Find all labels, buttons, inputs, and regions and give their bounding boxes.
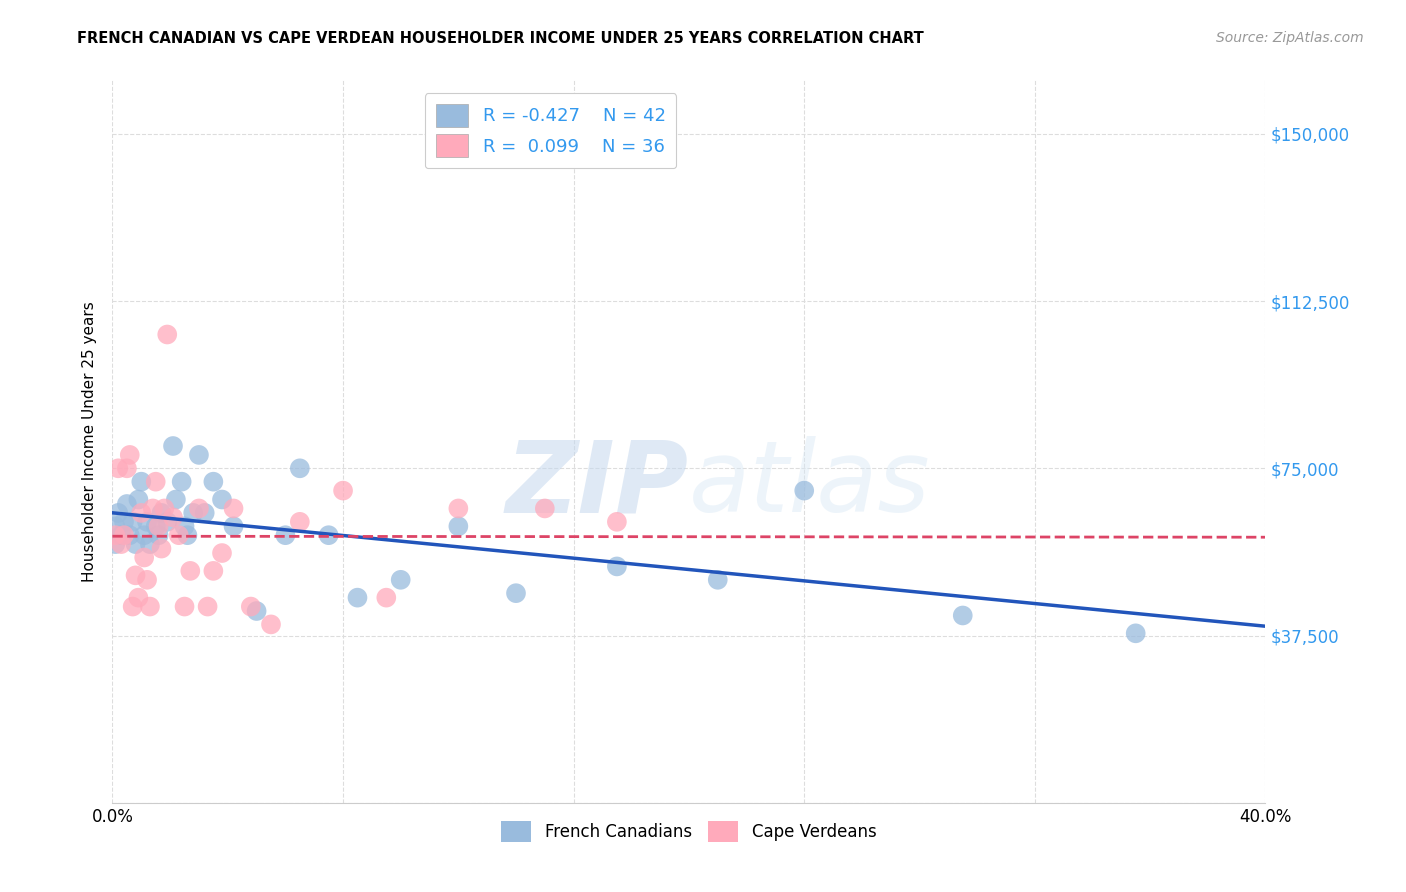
Point <box>110 528 132 542</box>
Point <box>375 591 398 605</box>
Text: ZIP: ZIP <box>506 436 689 533</box>
Point <box>148 519 170 533</box>
Point <box>167 528 190 542</box>
Point <box>222 519 245 533</box>
Point <box>150 506 173 520</box>
Point <box>274 528 297 542</box>
Point <box>142 501 165 516</box>
Point <box>148 528 170 542</box>
Point <box>222 501 245 516</box>
Point <box>179 564 201 578</box>
Point <box>194 506 217 520</box>
Point <box>173 519 195 533</box>
Point <box>136 573 159 587</box>
Point <box>124 568 146 582</box>
Point <box>129 475 153 489</box>
Point <box>165 492 187 507</box>
Point <box>447 501 470 516</box>
Point <box>118 448 141 462</box>
Point <box>139 599 162 614</box>
Point <box>534 501 557 516</box>
Point <box>104 519 127 533</box>
Point <box>118 528 141 542</box>
Point <box>246 604 269 618</box>
Point <box>112 515 135 529</box>
Point <box>162 439 184 453</box>
Point <box>952 608 974 623</box>
Point <box>121 515 143 529</box>
Point <box>707 573 730 587</box>
Point <box>145 475 167 489</box>
Point <box>260 617 283 632</box>
Text: atlas: atlas <box>689 436 931 533</box>
Point <box>127 591 149 605</box>
Point <box>153 501 176 516</box>
Point <box>173 599 195 614</box>
Point <box>197 599 219 614</box>
Legend: French Canadians, Cape Verdeans: French Canadians, Cape Verdeans <box>495 814 883 848</box>
Point <box>134 528 156 542</box>
Point <box>1125 626 1147 640</box>
Point <box>170 475 193 489</box>
Point <box>188 501 211 516</box>
Point <box>110 537 132 551</box>
Point <box>346 591 368 605</box>
Point <box>121 599 143 614</box>
Point <box>139 537 162 551</box>
Point <box>156 327 179 342</box>
Point <box>156 515 179 529</box>
Point <box>188 448 211 462</box>
Point <box>115 461 138 475</box>
Text: FRENCH CANADIAN VS CAPE VERDEAN HOUSEHOLDER INCOME UNDER 25 YEARS CORRELATION CH: FRENCH CANADIAN VS CAPE VERDEAN HOUSEHOL… <box>77 31 924 46</box>
Point <box>606 559 628 574</box>
Point <box>150 541 173 556</box>
Point <box>136 515 159 529</box>
Point <box>505 586 527 600</box>
Text: Source: ZipAtlas.com: Source: ZipAtlas.com <box>1216 31 1364 45</box>
Point <box>104 537 127 551</box>
Point <box>145 519 167 533</box>
Point <box>124 537 146 551</box>
Point <box>202 564 225 578</box>
Point <box>211 492 233 507</box>
Point <box>134 550 156 565</box>
Point <box>115 497 138 511</box>
Point <box>288 515 311 529</box>
Point <box>176 528 198 542</box>
Point <box>112 528 135 542</box>
Point <box>332 483 354 498</box>
Point <box>107 506 129 520</box>
Point <box>202 475 225 489</box>
Point <box>127 492 149 507</box>
Y-axis label: Householder Income Under 25 years: Householder Income Under 25 years <box>82 301 97 582</box>
Point <box>793 483 815 498</box>
Point <box>107 461 129 475</box>
Point <box>181 506 204 520</box>
Point <box>389 573 412 587</box>
Point <box>288 461 311 475</box>
Point <box>162 510 184 524</box>
Point <box>606 515 628 529</box>
Point <box>447 519 470 533</box>
Point <box>211 546 233 560</box>
Point <box>318 528 340 542</box>
Point <box>104 528 127 542</box>
Point <box>129 506 153 520</box>
Point <box>239 599 262 614</box>
